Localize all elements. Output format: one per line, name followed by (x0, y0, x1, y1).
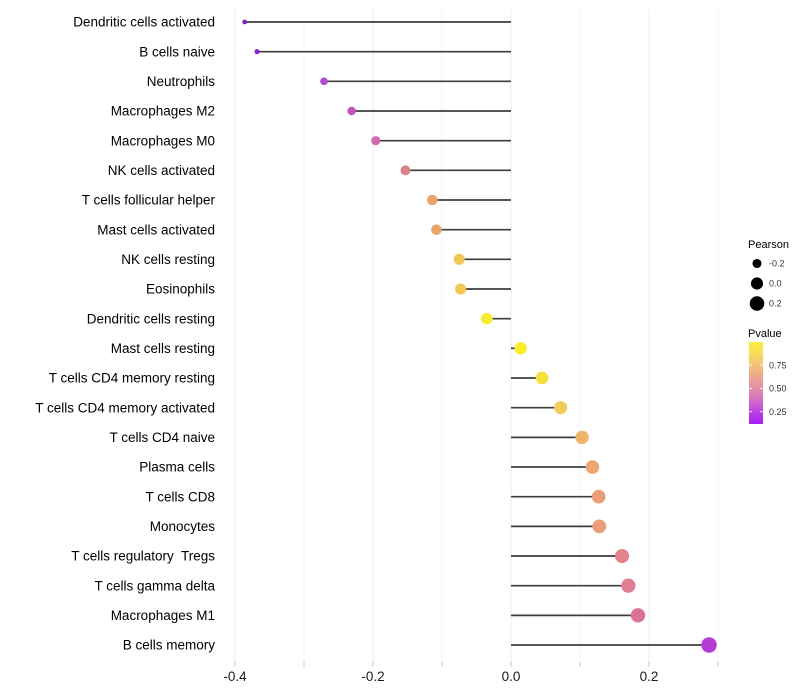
lollipop-point (585, 460, 600, 474)
colorbar-label: 0.50 (769, 384, 787, 394)
colorbar-legend-title: Pvalue (748, 328, 782, 340)
y-axis-label: Macrophages M1 (111, 608, 215, 623)
size-legend-dot (752, 258, 762, 269)
y-axis-label: Neutrophils (147, 74, 216, 89)
lollipop-point (701, 637, 717, 653)
y-axis-label: T cells CD8 (145, 489, 215, 504)
y-axis-label: Mast cells resting (111, 341, 215, 356)
x-tick-label: 0.0 (502, 669, 521, 684)
size-legend-dot (749, 296, 765, 311)
y-axis-label: NK cells activated (108, 163, 215, 178)
size-legend-title: Pearson (748, 239, 789, 251)
colorbar (749, 342, 763, 424)
lollipop-point (400, 165, 411, 176)
lollipop-point (621, 578, 636, 593)
size-legend-label: 0.0 (769, 279, 782, 289)
x-tick-label: -0.2 (361, 669, 384, 684)
y-axis-label: T cells gamma delta (94, 578, 215, 593)
lollipop-point (242, 19, 248, 25)
lollipop-point (615, 548, 630, 564)
y-axis-label: Macrophages M0 (111, 133, 215, 148)
y-axis-label: NK cells resting (121, 252, 215, 267)
y-axis-label: Plasma cells (139, 460, 215, 475)
lollipop-point (514, 342, 527, 355)
lollipop-point (347, 106, 356, 116)
y-axis-label: T cells CD4 memory resting (49, 371, 215, 386)
lollipop-point (427, 194, 438, 206)
y-axis-label: Monocytes (150, 519, 216, 534)
lollipop-point (481, 312, 493, 325)
lollipop-point (591, 489, 606, 504)
lollipop-point (630, 608, 646, 623)
lollipop-point (320, 77, 328, 86)
lollipop-point (453, 253, 465, 265)
size-legend-dot (750, 277, 764, 290)
lollipop-point (455, 283, 467, 295)
lollipop-point (575, 430, 589, 445)
y-axis-label: Mast cells activated (97, 222, 215, 237)
lollipop-point (431, 224, 442, 235)
y-axis-label: Dendritic cells resting (87, 311, 215, 326)
y-axis-label: T cells CD4 memory activated (35, 400, 215, 415)
size-legend-label: -0.2 (769, 259, 785, 269)
y-axis-label: T cells regulatory Tregs (71, 549, 215, 564)
lollipop-point (254, 49, 260, 55)
y-axis-label: B cells memory (123, 638, 216, 653)
y-axis-label: Eosinophils (146, 282, 215, 297)
y-axis-label: Macrophages M2 (111, 104, 215, 119)
lollipop-point (535, 371, 549, 385)
x-tick-label: 0.2 (640, 669, 659, 684)
y-axis-label: T cells follicular helper (82, 193, 216, 208)
x-tick-label: -0.4 (223, 669, 247, 684)
lollipop-point (554, 401, 568, 415)
y-axis-label: T cells CD4 naive (109, 430, 215, 445)
y-axis-label: Dendritic cells activated (73, 15, 215, 30)
lollipop-point (592, 519, 607, 534)
colorbar-label: 0.75 (769, 360, 787, 370)
size-legend-label: 0.2 (769, 299, 782, 309)
colorbar-label: 0.25 (769, 407, 787, 417)
lollipop-point (371, 136, 381, 146)
y-axis-label: B cells naive (139, 44, 215, 59)
